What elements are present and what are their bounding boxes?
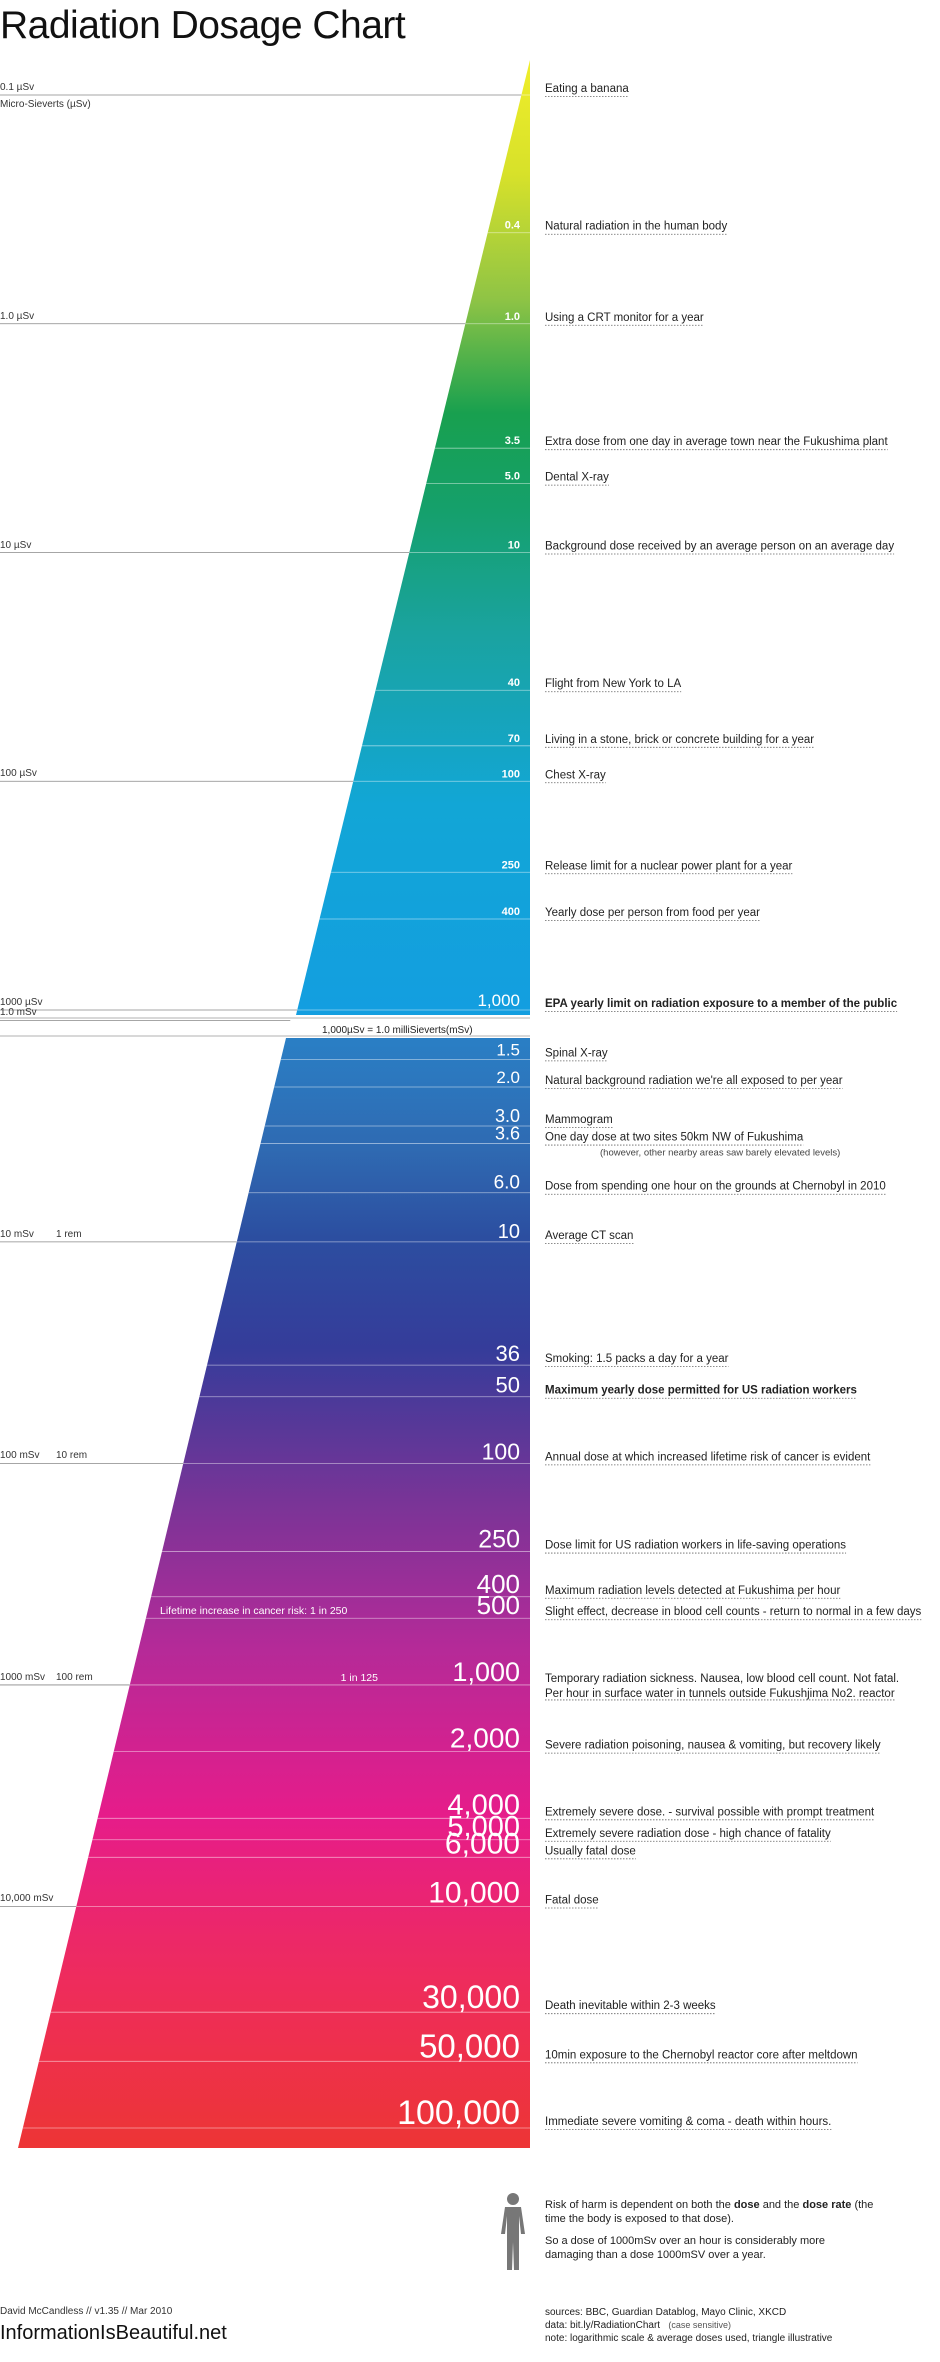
scale-label-milli-4: 10,000 mSv [0,1893,54,1905]
dose-value-milli-17: 10,000 [428,1876,520,1909]
dose-desc-milli-19: 10min exposure to the Chernobyl reactor … [545,2049,858,2061]
dose-desc-milli-9: Dose limit for US radiation workers in l… [545,1540,846,1552]
dose-value-milli-14: 4,000 [447,1789,520,1821]
dose-desc-micro-7: Living in a stone, brick or concrete bui… [545,734,814,746]
dose-value-milli-6: 36 [496,1341,520,1366]
dose-desc-milli-10: Maximum radiation levels detected at Fuk… [545,1585,840,1597]
dose-value-micro-5: 10 [508,540,520,552]
cancer-risk-milli-12: 1 in 125 [341,1672,379,1684]
dose-desc-milli-3: One day dose at two sites 50km NW of Fuk… [545,1132,804,1144]
dose-value-milli-12: 1,000 [452,1657,520,1687]
dose-desc-milli-14: Extremely severe dose. - survival possib… [545,1806,875,1818]
dose-desc-micro-3: Extra dose from one day in average town … [545,436,888,448]
scale-label-milli-2: 100 mSv [0,1450,40,1462]
cancer-risk-milli-11: Lifetime increase in cancer risk: 1 in 2… [160,1605,347,1617]
dose-desc-milli-4: Dose from spending one hour on the groun… [545,1181,886,1193]
dose-desc-micro-1: Natural radiation in the human body [545,221,727,233]
dose-desc-milli-15: Extremely severe radiation dose - high c… [545,1828,831,1840]
sources-block: sources: BBC, Guardian Datablog, Mayo Cl… [545,2306,832,2345]
human-body-icon [501,2193,525,2270]
scale-label-micro-0: 0.1 µSv [0,82,35,93]
data-line: data: bit.ly/RadiationChart (case sensit… [545,2320,731,2331]
site-name: InformationIsBeautiful.net [0,2322,227,2344]
dose-value-micro-8: 100 [502,768,520,780]
dose-value-micro-11: 1,000 [477,991,520,1010]
dose-desc-milli-16: Usually fatal dose [545,1845,636,1857]
sources-line: sources: BBC, Guardian Datablog, Mayo Cl… [545,2307,787,2318]
dose-value-micro-4: 5.0 [505,471,520,483]
dose-value-milli-2: 3.0 [495,1106,520,1126]
dose-desc-micro-10: Yearly dose per person from food per yea… [545,907,760,919]
dose-desc-milli-13: Severe radiation poisoning, nausea & vom… [545,1740,881,1752]
dose-desc-milli-0: Spinal X-ray [545,1047,608,1059]
scale-label-micro-2: 10 µSv [0,539,32,551]
dose-desc-milli-8: Annual dose at which increased lifetime … [545,1451,871,1463]
dose-desc2-milli-12: Per hour in surface water in tunnels out… [545,1688,895,1700]
dose-value-milli-15: 5,000 [447,1811,520,1843]
scale-label-milli-3: 1000 mSv [0,1671,46,1683]
separator-label: 1,000µSv = 1.0 milliSieverts(mSv) [322,1025,473,1036]
dose-value-micro-0: .1 [511,82,520,94]
dose-value-micro-7: 70 [508,733,520,745]
dose-value-milli-18: 30,000 [422,1979,520,2015]
dose-rate-note: Risk of harm is dependent on both the do… [545,2199,874,2261]
dose-desc-micro-4: Dental X-ray [545,472,609,484]
author-credit: David McCandless // v1.35 // Mar 2010 [0,2306,173,2317]
dose-value-milli-4: 6.0 [494,1173,520,1194]
dose-value-milli-7: 50 [496,1373,520,1398]
dose-desc-micro-0: Eating a banana [545,83,629,95]
scale-label-micro-3: 100 µSv [0,768,37,780]
milli-triangle [18,1038,530,2148]
dose-desc2-milli-3: (however, other nearby areas saw barely … [600,1148,840,1159]
chart-title: Radiation Dosage Chart [0,4,406,47]
dose-value-milli-8: 100 [482,1438,520,1464]
dose-value-milli-10: 400 [477,1569,520,1599]
dose-desc-micro-8: Chest X-ray [545,769,606,781]
dose-value-milli-20: 100,000 [397,2094,520,2132]
dose-desc-micro-5: Background dose received by an average p… [545,541,894,553]
dose-desc-milli-5: Average CT scan [545,1230,633,1242]
dose-value-micro-2: 1.0 [505,311,520,323]
note-line: note: logarithmic scale & average doses … [545,2333,833,2344]
dose-value-micro-10: 400 [502,906,520,918]
dose-value-milli-1: 2.0 [496,1068,520,1087]
dose-desc-micro-6: Flight from New York to LA [545,678,681,690]
dose-value-micro-1: 0.4 [505,220,521,232]
scale-label-micro-4: 1000 µSv [0,997,43,1008]
dose-value-milli-9: 250 [478,1526,520,1554]
dose-value-milli-5: 10 [498,1221,520,1243]
dose-desc-micro-11: EPA yearly limit on radiation exposure t… [545,998,898,1010]
rem-label-milli-1: 1 rem [56,1228,82,1240]
dose-desc-milli-17: Fatal dose [545,1894,599,1906]
dose-value-micro-3: 3.5 [505,435,520,447]
dose-value-milli-11: 500 [477,1590,520,1620]
rem-label-milli-3: 100 rem [56,1671,93,1683]
dose-value-micro-9: 250 [502,859,520,871]
scale-label-milli-1: 10 mSv [0,1228,34,1240]
dose-desc-milli-11: Slight effect, decrease in blood cell co… [545,1606,922,1618]
dose-desc-milli-20: Immediate severe vomiting & coma - death… [545,2116,831,2128]
dose-desc-milli-2: Mammogram [545,1114,613,1126]
unit-label: Micro-Sieverts (µSv) [0,99,91,110]
dose-value-milli-13: 2,000 [450,1723,520,1754]
scale-label-milli-0: 1.0 mSv [0,1007,37,1019]
dose-desc-milli-18: Death inevitable within 2-3 weeks [545,2000,716,2012]
rem-label-milli-2: 10 rem [56,1450,88,1462]
dose-desc-micro-2: Using a CRT monitor for a year [545,312,704,324]
dose-desc-milli-12: Temporary radiation sickness. Nausea, lo… [545,1673,899,1685]
dose-value-milli-3: 3.6 [495,1124,520,1144]
dosage-triangle-chart: .1 Eating a banana 0.4 Natural radiation in… [0,60,922,2148]
dose-value-milli-19: 50,000 [419,2027,520,2064]
dose-value-milli-16: 6,000 [445,1827,520,1860]
dose-desc-milli-7: Maximum yearly dose permitted for US rad… [545,1385,857,1397]
dose-value-micro-6: 40 [508,677,520,689]
dose-desc-milli-6: Smoking: 1.5 packs a day for a year [545,1353,729,1365]
dose-value-milli-0: 1.5 [496,1040,520,1059]
dose-desc-milli-1: Natural background radiation we're all e… [545,1075,843,1087]
dose-desc-micro-9: Release limit for a nuclear power plant … [545,860,793,872]
micro-triangle [296,60,530,1015]
scale-label-micro-1: 1.0 µSv [0,310,35,322]
